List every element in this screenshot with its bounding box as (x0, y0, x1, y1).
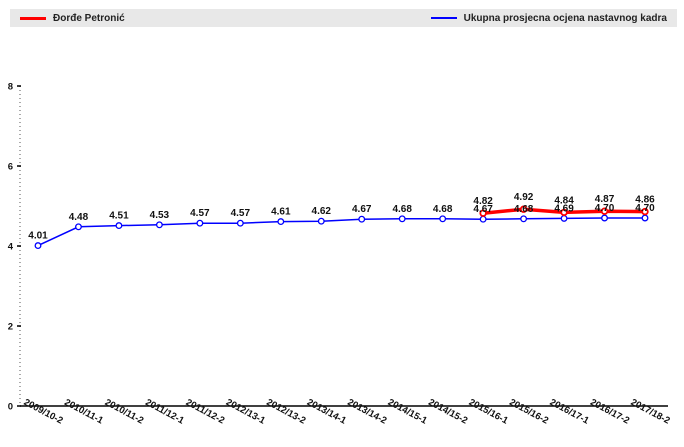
y-axis-ticks: 0 2 4 6 8 (8, 82, 21, 413)
data-point[interactable] (641, 214, 649, 222)
data-label: 4.69 (554, 203, 574, 214)
data-label: 4.61 (271, 207, 291, 218)
x-tick-label: 2012/13-1 (224, 397, 268, 427)
y-tick-label: 2 (8, 322, 13, 333)
data-point[interactable] (358, 215, 366, 223)
data-label: 4.57 (231, 208, 251, 219)
y-tick-label: 6 (8, 162, 13, 173)
legend-swatch-blue (430, 17, 457, 19)
data-label: 4.68 (514, 204, 534, 215)
legend-item-average[interactable]: Ukupna prosjecna ocjena nastavnog kadra (430, 9, 667, 27)
data-label: 4.68 (433, 204, 453, 215)
data-point[interactable] (155, 221, 163, 229)
y-tick-label: 8 (8, 82, 13, 93)
data-label: 4.70 (595, 203, 615, 214)
data-point[interactable] (641, 207, 649, 216)
data-point[interactable] (439, 215, 447, 223)
y-tick-label: 4 (8, 242, 14, 253)
data-label: 4.70 (635, 203, 655, 214)
x-tick-label: 2010/11-1 (62, 397, 105, 427)
data-label: 4.87 (595, 194, 615, 205)
data-label: 4.92 (514, 192, 534, 203)
data-label: 4.67 (473, 204, 493, 215)
data-point[interactable] (560, 214, 568, 222)
data-point[interactable] (75, 223, 82, 231)
data-label: 4.51 (109, 211, 129, 222)
legend-label-petronic: Đorđe Petronić (53, 12, 125, 24)
data-point[interactable] (277, 218, 285, 226)
x-tick-label: 2016/17-2 (588, 397, 631, 427)
legend-swatch-red (20, 16, 46, 20)
x-tick-label: 2017/18-2 (629, 397, 672, 427)
data-point[interactable] (519, 205, 528, 213)
data-point[interactable] (479, 209, 487, 217)
data-point[interactable] (196, 219, 204, 227)
series-line-0 (37, 217, 645, 247)
series-layer (34, 205, 649, 250)
data-label: 4.53 (150, 210, 170, 221)
data-label: 4.62 (312, 206, 332, 217)
x-tick-label: 2016/17-1 (548, 397, 592, 427)
y-tick-label: 0 (8, 402, 13, 413)
data-point[interactable] (317, 217, 325, 225)
data-point[interactable] (520, 215, 528, 223)
x-tick-label: 2013/14-2 (345, 397, 388, 427)
data-point[interactable] (600, 207, 609, 215)
data-point[interactable] (601, 214, 608, 222)
x-tick-label: 2015/16-2 (507, 397, 550, 427)
data-label: 4.84 (554, 195, 574, 206)
x-axis-labels: 2009/10-22010/11-12010/11-22011/12-12011… (22, 397, 672, 427)
data-point[interactable] (236, 219, 244, 227)
x-tick-label: 2011/12-1 (143, 397, 186, 427)
data-label: 4.48 (69, 212, 89, 223)
x-tick-label: 2013/14-1 (305, 397, 349, 427)
data-point[interactable] (398, 215, 406, 223)
legend: Đorđe Petronić Ukupna prosjecna ocjena n… (10, 9, 677, 27)
data-point[interactable] (560, 208, 568, 217)
x-tick-label: 2015/16-1 (467, 397, 511, 427)
data-label: 4.86 (635, 195, 655, 206)
x-tick-label: 2014/15-2 (426, 397, 469, 427)
data-label: 4.68 (392, 204, 412, 215)
data-label: 4.57 (190, 208, 210, 219)
x-tick-label: 2012/13-2 (264, 397, 307, 427)
data-label: 4.82 (473, 196, 493, 207)
data-label: 4.01 (28, 231, 48, 242)
x-tick-label: 2010/11-2 (103, 397, 145, 427)
data-label: 4.67 (352, 204, 372, 215)
legend-label-average: Ukupna prosjecna ocjena nastavnog kadra (463, 12, 667, 24)
legend-item-petronic[interactable]: Đorđe Petronić (20, 9, 125, 27)
x-tick-label: 2011/12-2 (184, 397, 226, 427)
data-point[interactable] (479, 215, 487, 223)
data-point[interactable] (115, 222, 123, 230)
x-tick-label: 2009/10-2 (22, 397, 65, 427)
data-labels: 4.01 4.48 4.51 4.53 4.57 4.57 4.61 4.62 4.67 4.68… (28, 192, 655, 241)
x-tick-label: 2014/15-1 (386, 397, 430, 427)
data-point[interactable] (34, 242, 42, 250)
